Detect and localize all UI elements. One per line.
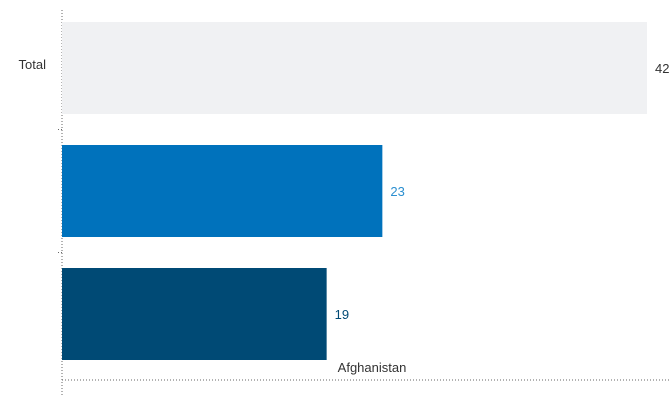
- data-label: 42: [655, 61, 669, 76]
- bar: [62, 268, 327, 360]
- bar: [62, 145, 383, 237]
- bar: [62, 22, 647, 114]
- data-label: 23: [390, 184, 404, 199]
- y-tick-label: Total: [19, 57, 47, 72]
- data-label: 19: [335, 307, 349, 322]
- label-group: 42 Total 23 19: [19, 57, 670, 322]
- bar-group: [62, 22, 647, 360]
- x-axis-label: Afghanistan: [338, 360, 407, 375]
